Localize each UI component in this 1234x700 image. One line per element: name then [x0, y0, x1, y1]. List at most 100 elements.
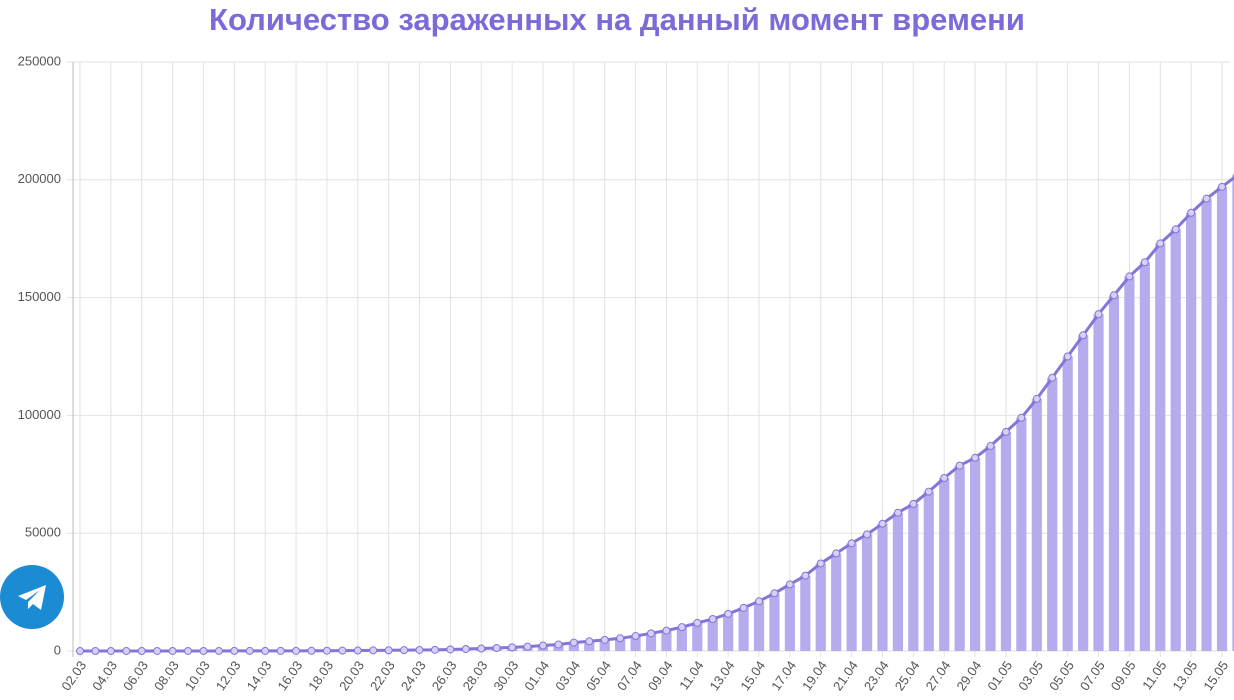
point: [338, 646, 347, 655]
bar: [954, 465, 965, 651]
bar: [738, 607, 749, 651]
x-tick-label: 07.05: [1077, 658, 1108, 693]
x-tick-label: 11.04: [676, 658, 706, 692]
bar: [1186, 212, 1197, 651]
point: [76, 646, 84, 655]
y-tick-label: 100000: [18, 407, 61, 422]
point: [1218, 182, 1226, 191]
point: [1156, 239, 1165, 248]
point: [214, 646, 223, 655]
bar: [676, 627, 687, 651]
bar: [661, 630, 672, 651]
point: [523, 642, 532, 651]
point: [647, 629, 655, 638]
point: [461, 645, 470, 654]
bar: [1093, 314, 1104, 651]
point: [199, 646, 208, 655]
x-tick-label: 02.03: [58, 658, 89, 693]
point: [538, 641, 547, 650]
point: [245, 646, 254, 655]
point: [940, 473, 949, 482]
x-tick-label: 05.05: [1046, 658, 1077, 693]
point: [384, 646, 393, 655]
telegram-button[interactable]: [0, 565, 64, 629]
point: [585, 637, 594, 646]
bar: [769, 593, 780, 651]
point: [1094, 310, 1103, 319]
x-tick-label: 19.04: [799, 658, 830, 693]
chart-title: Количество зараженных на данный момент в…: [209, 2, 1025, 37]
point: [801, 571, 810, 580]
bar: [985, 446, 996, 651]
y-tick-label: 0: [54, 642, 61, 657]
point: [261, 646, 270, 655]
y-tick-label: 200000: [18, 171, 61, 186]
x-tick-label: 15.05: [1200, 658, 1231, 693]
x-tick-label: 15.04: [737, 658, 768, 693]
bar: [846, 543, 857, 651]
x-tick-label: 03.04: [552, 658, 583, 693]
telegram-circle[interactable]: [0, 565, 64, 629]
bar: [1062, 356, 1073, 651]
line: [80, 175, 1234, 653]
bar: [1201, 198, 1212, 651]
point: [106, 646, 115, 655]
point: [1048, 373, 1057, 382]
bar: [831, 553, 842, 651]
bar: [692, 622, 703, 651]
x-tick-label: 08.03: [151, 658, 182, 693]
x-tick-label: 05.04: [583, 658, 614, 693]
x-tick-label: 27.04: [923, 658, 954, 693]
point: [677, 623, 686, 632]
bar: [1232, 175, 1234, 651]
bar: [1016, 417, 1027, 651]
x-tick-label: 20.03: [336, 658, 367, 693]
x-tick-label: 29.04: [953, 658, 984, 693]
point: [955, 461, 964, 470]
x-tick-label: 22.03: [367, 658, 398, 693]
x-tick-label: 14.03: [244, 658, 275, 693]
point: [184, 646, 193, 655]
x-tick-label: 10.03: [182, 658, 213, 693]
point: [724, 609, 733, 618]
point: [91, 646, 100, 655]
bar: [969, 457, 981, 651]
x-tick-label: 06.03: [120, 658, 151, 693]
point: [662, 626, 671, 635]
point: [708, 614, 717, 623]
bar: [784, 584, 795, 651]
point: [1063, 352, 1072, 361]
bar: [615, 638, 626, 651]
bar: [584, 641, 595, 651]
point: [369, 646, 378, 655]
point: [492, 644, 501, 653]
point: [307, 646, 316, 655]
point: [569, 638, 578, 647]
point: [1001, 427, 1010, 436]
point: [292, 646, 301, 655]
point: [863, 530, 872, 539]
point: [1187, 208, 1196, 217]
bar: [723, 613, 734, 651]
point: [1032, 394, 1041, 403]
point: [832, 549, 841, 558]
bar: [877, 523, 888, 651]
point: [878, 519, 887, 528]
point: [1125, 272, 1134, 281]
bar: [1108, 295, 1120, 651]
point: [631, 632, 640, 641]
point: [137, 646, 146, 655]
bar: [1031, 398, 1042, 651]
bar: [1078, 335, 1089, 651]
bar: [599, 639, 610, 651]
x-tick-label: 07.04: [614, 658, 645, 693]
x-tick-label: 11.05: [1139, 658, 1169, 692]
x-tick-label: 30.03: [490, 658, 521, 693]
point: [1109, 291, 1118, 300]
point: [986, 442, 995, 451]
telegram-icon[interactable]: [18, 585, 46, 610]
x-tick-label: 17.04: [768, 658, 799, 693]
bar: [1139, 262, 1150, 651]
point: [446, 645, 455, 654]
point: [153, 646, 162, 655]
